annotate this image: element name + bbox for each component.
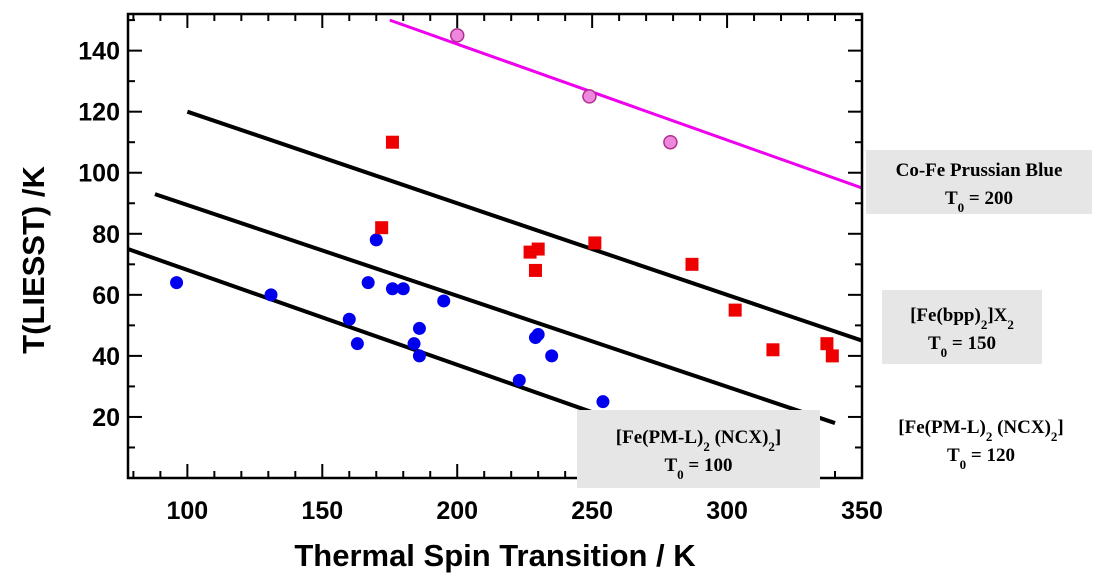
- data-point-square: [685, 257, 699, 271]
- annotation-box: [882, 290, 1042, 364]
- data-point-circle: [531, 328, 545, 342]
- x-axis-title: Thermal Spin Transition / K: [294, 538, 696, 573]
- y-tick-label: 20: [92, 404, 120, 432]
- y-tick-label: 140: [78, 38, 120, 66]
- data-point-circle: [350, 337, 364, 351]
- y-tick-label: 120: [78, 99, 120, 127]
- y-tick-label: 40: [92, 343, 120, 371]
- fit-line-3: [186, 109, 862, 343]
- y-tick-label: 60: [92, 282, 120, 310]
- annotation-box: [577, 410, 820, 488]
- data-point-circle: [596, 395, 610, 409]
- data-point-square: [728, 303, 742, 317]
- x-tick-label: 100: [167, 497, 209, 525]
- data-point-circle: [412, 321, 426, 335]
- annotation-line-2: T0 = 200: [945, 188, 1013, 215]
- annotation-line-2: T0 = 150: [928, 333, 996, 360]
- fit-lines: [128, 18, 862, 425]
- data-point-circle: [512, 373, 526, 387]
- data-point-square: [385, 135, 399, 149]
- annotation-fe-pm-l-100: [Fe(PM-L)2 (NCX)2]T0 = 100: [577, 410, 820, 488]
- tick-labels: 100 150 200 250 300 350 20 40 60 80 100 120 140: [78, 38, 883, 525]
- data-point-square: [375, 221, 389, 235]
- annotation-line-2: T0 = 120: [947, 445, 1015, 472]
- x-tick-label: 250: [571, 497, 613, 525]
- annotation-fe-pm-l-120: [Fe(PM-L)2 (NCX)2]T0 = 120: [898, 417, 1063, 472]
- data-point-circle: [361, 276, 375, 290]
- fit-line-1: [128, 247, 607, 419]
- data-point-pink: [663, 134, 678, 150]
- data-points: [170, 28, 839, 409]
- data-point-square: [528, 263, 542, 277]
- data-point-pink: [582, 89, 597, 104]
- data-point-circle: [396, 282, 410, 296]
- data-point-circle: [407, 337, 421, 351]
- data-point-circle: [264, 288, 278, 302]
- x-tick-label: 300: [706, 497, 748, 525]
- annotation-box: [866, 150, 1092, 214]
- fit-line-2: [154, 192, 836, 425]
- data-point-square: [825, 349, 839, 363]
- data-point-circle: [342, 312, 356, 326]
- data-point-square: [531, 242, 545, 256]
- data-point-circle: [412, 349, 426, 363]
- data-point-pink: [449, 28, 465, 43]
- fit-line-4: [389, 18, 862, 190]
- y-tick-label: 80: [92, 221, 120, 249]
- data-point-circle: [170, 276, 184, 290]
- annotation-line-2: T0 = 100: [664, 455, 732, 482]
- y-tick-label: 100: [78, 160, 120, 188]
- data-point-circle: [437, 294, 451, 308]
- annotation-prussian-blue: Co-Fe Prussian Blue T0 = 200: [866, 150, 1092, 215]
- data-point-circle: [545, 349, 559, 363]
- plot-frame: [126, 12, 864, 480]
- y-axis-title: T(LIESST) /K: [16, 166, 51, 354]
- x-tick-label: 150: [301, 497, 343, 525]
- data-point-square: [588, 236, 602, 250]
- data-point-circle: [369, 233, 383, 247]
- data-point-circle: [385, 282, 399, 296]
- annotation-line-1: [Fe(PM-L)2 (NCX)2]: [616, 427, 781, 454]
- axis-ticks: [128, 14, 863, 478]
- x-tick-label: 200: [436, 497, 478, 525]
- annotation-line-1: [Fe(bpp)2]X2: [910, 305, 1014, 332]
- data-point-square: [766, 343, 780, 357]
- x-tick-label: 350: [841, 497, 883, 525]
- data-point-square: [820, 337, 834, 351]
- annotation-line-1: [Fe(PM-L)2 (NCX)2]: [898, 417, 1063, 444]
- annotation-line-1: Co-Fe Prussian Blue: [896, 160, 1063, 181]
